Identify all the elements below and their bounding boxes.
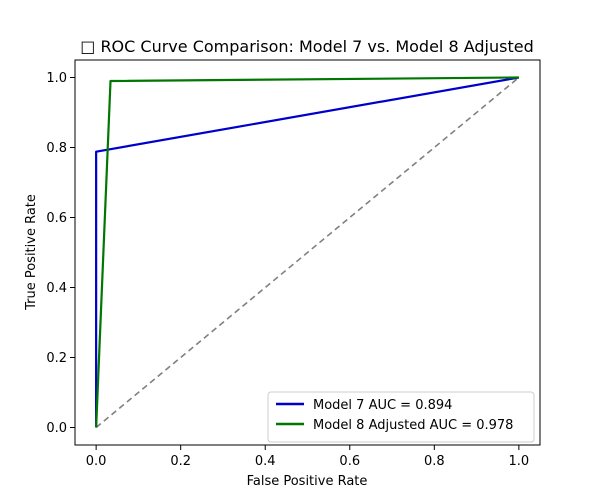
x-tick-label: 0.4 — [255, 454, 276, 469]
reference-diagonal-line — [95, 76, 520, 429]
axis-ticks: 0.0 0.2 0.4 0.6 0.8 1.0 0.0 0.2 0.4 0.6 0.8 1.0 — [46, 71, 529, 469]
y-axis-label: True Positive Rate — [24, 194, 39, 311]
y-tick-label: 0.2 — [46, 351, 67, 366]
y-tick-label: 0.0 — [46, 421, 67, 436]
legend-label-model-7: Model 7 AUC = 0.894 — [313, 398, 452, 413]
series-layer — [95, 76, 520, 429]
x-tick-label: 0.8 — [424, 454, 445, 469]
series-line-model-8-adjusted — [95, 76, 519, 428]
y-tick-label: 0.4 — [46, 281, 67, 296]
x-axis-label: False Positive Rate — [247, 474, 368, 489]
x-tick-label: 1.0 — [509, 454, 530, 469]
y-tick-label: 0.6 — [46, 211, 67, 226]
legend-label-model-8-adjusted: Model 8 Adjusted AUC = 0.978 — [313, 418, 513, 433]
x-tick-label: 0.6 — [339, 454, 360, 469]
y-tick-label: 1.0 — [46, 71, 67, 86]
legend-box — [267, 391, 535, 443]
x-tick-label: 0.0 — [86, 454, 107, 469]
legend: Model 7 AUC = 0.894 Model 8 Adjusted AUC… — [267, 391, 535, 443]
y-tick-label: 0.8 — [46, 141, 67, 156]
series-line-model-7 — [95, 76, 520, 428]
x-tick-label: 0.2 — [170, 454, 191, 469]
chart-title: □ ROC Curve Comparison: Model 7 vs. Mode… — [80, 37, 534, 56]
plot-area-frame — [74, 59, 541, 446]
